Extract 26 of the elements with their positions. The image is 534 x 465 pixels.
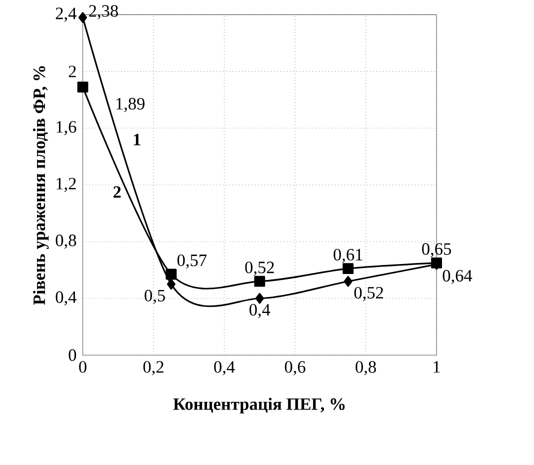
data-label: 0,5 [144, 290, 165, 304]
x-tick-label: 0 [79, 361, 86, 374]
data-label: 0,52 [245, 262, 274, 276]
data-label: 0,61 [334, 249, 362, 264]
x-tick-label: 0,2 [143, 361, 164, 376]
x-tick-label: 0,6 [284, 361, 306, 376]
y-tick-label: 0,4 [56, 292, 76, 306]
x-tick-label: 1 [434, 361, 440, 373]
data-label: 0,64 [442, 270, 472, 284]
series-label: 2 [113, 186, 121, 198]
y-tick-label: 1,2 [56, 178, 76, 192]
series-label: 1 [134, 134, 140, 146]
y-tick-label: 2,4 [56, 8, 76, 22]
y-tick-label: 2 [68, 66, 76, 78]
x-tick-label: 0,4 [214, 361, 235, 376]
y-axis-title: Рівень ураження плодів ФР, % [32, 66, 49, 306]
data-label: 1,89 [116, 98, 144, 112]
y-tick-label: 0,8 [56, 234, 76, 249]
data-label: 0,57 [177, 254, 207, 269]
data-label: 0,4 [250, 304, 270, 318]
data-label: 0,65 [422, 243, 451, 258]
y-tick-label: 1,6 [56, 121, 76, 136]
x-tick-label: 0,8 [356, 361, 376, 376]
x-axis-title: Концентрація ПЕГ, % [173, 398, 345, 414]
data-label: 0,52 [354, 287, 383, 302]
y-tick-label: 0 [68, 349, 76, 362]
